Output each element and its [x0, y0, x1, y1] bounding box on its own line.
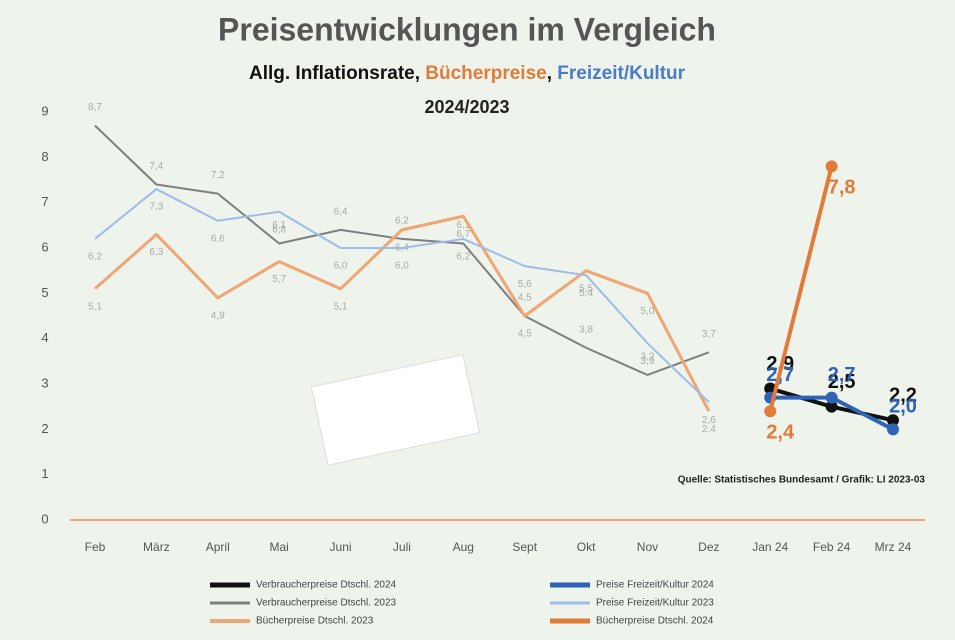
y-tick-label: 8: [41, 149, 48, 164]
data-label: 6,2: [88, 252, 102, 263]
data-label: 6,0: [395, 261, 409, 272]
x-tick-label: Mai: [269, 540, 288, 554]
point: [887, 423, 899, 436]
data-label: 4,5: [518, 329, 532, 340]
data-label: 3,2: [641, 352, 655, 363]
x-tick-label: März: [143, 540, 170, 554]
point: [764, 405, 777, 418]
data-label: 2,2: [889, 385, 917, 407]
data-label: 2,4: [766, 421, 795, 443]
y-tick-label: 4: [41, 330, 48, 345]
data-label: 5,1: [88, 301, 102, 312]
data-label: 5,4: [579, 288, 593, 299]
y-tick-label: 1: [41, 466, 48, 481]
point: [825, 400, 838, 413]
data-label: 4,5: [518, 293, 532, 304]
y-tick-label: 5: [41, 285, 48, 300]
legend-label: Preise Freizeit/Kultur 2024: [596, 580, 714, 591]
series-line: [94, 124, 710, 376]
subtitle-part: Bücherpreise: [425, 63, 546, 84]
data-label: 2,6: [702, 415, 716, 426]
data-label: 5,7: [272, 274, 286, 285]
y-tick-label: 6: [41, 239, 48, 254]
y-tick-label: 9: [41, 103, 48, 118]
data-label: 6,2: [456, 252, 470, 263]
data-label: 6,4: [334, 207, 348, 218]
subtitle-part: Allg. Inflationsrate,: [249, 63, 425, 84]
y-tick-label: 3: [41, 375, 48, 390]
data-label: 3,8: [579, 324, 593, 335]
x-tick-label: April: [206, 540, 230, 554]
data-label: 5,1: [334, 301, 348, 312]
x-tick-label: Dez: [698, 540, 719, 554]
point: [825, 160, 838, 173]
series-line: [94, 214, 711, 412]
x-tick-label: Juni: [330, 540, 352, 554]
data-label: 7,4: [149, 161, 163, 172]
data-label: 6,0: [334, 261, 348, 272]
period: 2024/2023: [424, 97, 509, 117]
data-label: 6,7: [456, 229, 470, 240]
point: [825, 391, 838, 404]
y-tick-label: 7: [41, 194, 48, 209]
data-label: 2,5: [828, 371, 856, 393]
x-tick-label: Mrz 24: [875, 540, 912, 554]
subtitle-part: ,: [547, 63, 558, 84]
data-label: 3,7: [702, 329, 716, 340]
data-label: 6,3: [149, 247, 163, 258]
data-label: 6,8: [272, 224, 286, 235]
series-line: [94, 188, 710, 403]
point: [887, 414, 899, 427]
data-label: 7,3: [149, 202, 163, 213]
chart-subtitle: Allg. Inflationsrate, Bücherpreise, Frei…: [249, 63, 686, 84]
data-label: 2,0: [889, 396, 917, 418]
logo: [310, 354, 481, 466]
y-tick-label: 0: [41, 511, 48, 526]
x-tick-label: Feb: [85, 540, 106, 554]
data-label: 7,8: [828, 177, 856, 199]
x-tick-label: Okt: [577, 540, 596, 554]
chart-title: Preisentwicklungen im Vergleich: [218, 11, 716, 47]
subtitle-part: Freizeit/Kultur: [557, 63, 685, 84]
data-label: 6,6: [211, 233, 225, 244]
data-label: 5,5: [579, 283, 593, 294]
data-label: 8,7: [88, 102, 102, 113]
data-label: 4,9: [211, 311, 225, 322]
legend-label: Bücherpreise Dtschl. 2024: [596, 616, 714, 627]
x-tick-label: Sept: [512, 540, 537, 554]
x-tick-label: Jan 24: [752, 540, 788, 554]
x-tick-label: Aug: [453, 540, 474, 554]
data-label: 3,9: [641, 356, 655, 367]
data-label: 6,1: [272, 220, 286, 231]
data-label: 5,0: [641, 306, 655, 317]
data-label: 2,7: [828, 364, 856, 386]
logo-box: [310, 354, 481, 466]
legend-label: Verbraucherpreise Dtschl. 2024: [256, 580, 397, 591]
legend-label: Bücherpreise Dtschl. 2023: [256, 616, 374, 627]
x-tick-label: Juli: [393, 540, 411, 554]
x-tick-label: Feb 24: [813, 540, 851, 554]
source: Quelle: Statistisches Bundesamt / Grafik…: [678, 475, 926, 486]
data-label: 2,4: [702, 424, 716, 435]
data-label: 6,2: [395, 216, 409, 227]
x-tick-label: Nov: [637, 540, 658, 554]
data-label: 7,2: [211, 170, 225, 181]
y-tick-label: 2: [41, 421, 48, 436]
data-label: 5,6: [518, 279, 532, 290]
data-label: 6,1: [456, 220, 470, 231]
series-line: [768, 165, 834, 412]
legend-label: Verbraucherpreise Dtschl. 2023: [256, 598, 397, 609]
legend-label: Preise Freizeit/Kultur 2023: [596, 598, 714, 609]
